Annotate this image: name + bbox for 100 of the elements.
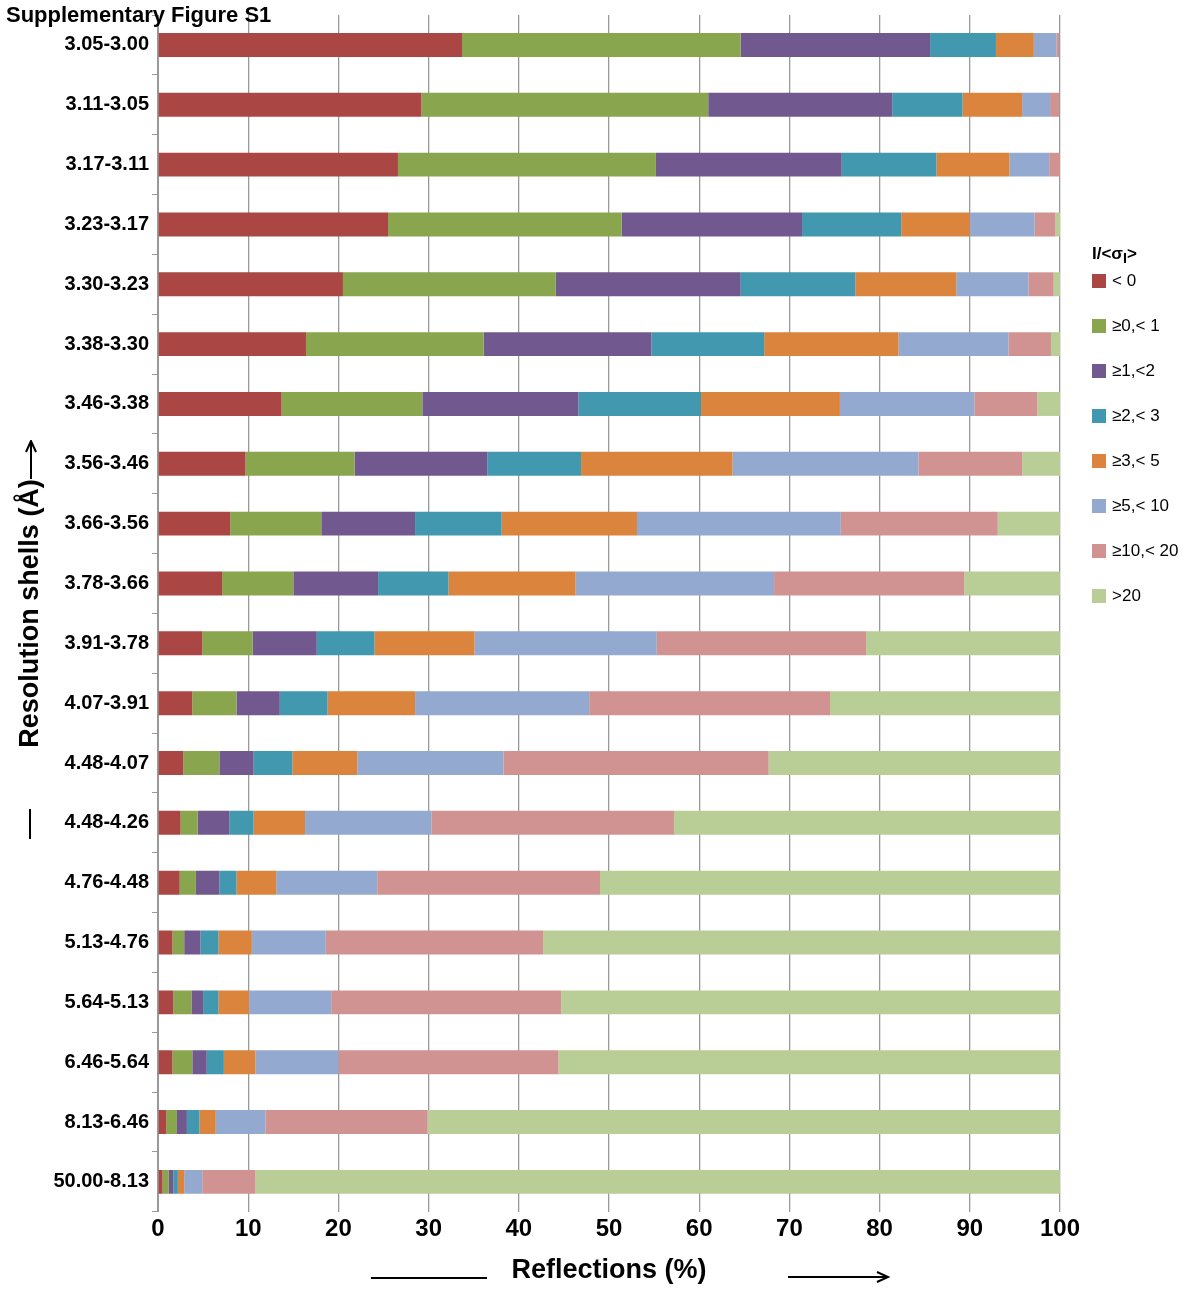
bar bbox=[219, 751, 254, 775]
bar bbox=[543, 930, 1060, 955]
bar bbox=[354, 451, 488, 476]
bar bbox=[415, 691, 590, 716]
legend-label: ≥1,<2 bbox=[1112, 360, 1155, 381]
bar bbox=[561, 990, 1060, 1015]
bar bbox=[158, 451, 246, 476]
bar bbox=[316, 631, 375, 656]
bar bbox=[581, 451, 733, 476]
bar bbox=[636, 511, 841, 536]
y-tick-label: 3.78-3.66 bbox=[64, 571, 150, 593]
bar bbox=[158, 870, 180, 895]
bar bbox=[215, 1110, 266, 1135]
bar bbox=[898, 332, 1009, 357]
bar bbox=[764, 332, 899, 357]
bar bbox=[974, 391, 1038, 416]
bar bbox=[158, 511, 231, 536]
y-tick-label: 3.56-3.46 bbox=[64, 451, 150, 474]
bar bbox=[327, 691, 416, 716]
bar bbox=[158, 1169, 163, 1194]
bar bbox=[855, 272, 957, 297]
bar bbox=[962, 92, 1023, 117]
bar bbox=[930, 32, 996, 57]
bar bbox=[180, 810, 198, 835]
x-tick-label: 90 bbox=[956, 1213, 984, 1241]
bar bbox=[462, 32, 741, 57]
bar bbox=[218, 930, 252, 955]
bar bbox=[158, 152, 398, 177]
bar bbox=[252, 631, 317, 656]
bar bbox=[236, 870, 277, 895]
bar bbox=[1053, 272, 1060, 297]
bar bbox=[183, 751, 220, 775]
bar bbox=[487, 451, 582, 476]
bar bbox=[158, 272, 343, 297]
bar bbox=[956, 272, 1029, 297]
bar bbox=[203, 990, 219, 1015]
bar bbox=[158, 930, 173, 955]
x-tick-label: 20 bbox=[325, 1213, 352, 1241]
bar bbox=[172, 1050, 193, 1075]
bar bbox=[866, 631, 1060, 656]
bar bbox=[265, 1110, 428, 1135]
bar bbox=[191, 990, 204, 1015]
bar bbox=[655, 152, 842, 177]
y-tick-label: 4.07-3.91 bbox=[64, 690, 150, 713]
x-tick-label: 40 bbox=[505, 1213, 533, 1241]
bar bbox=[558, 1050, 1060, 1075]
bar bbox=[197, 810, 230, 835]
bar bbox=[158, 990, 174, 1015]
bar bbox=[503, 751, 769, 775]
bar bbox=[673, 810, 1060, 835]
bar bbox=[377, 870, 600, 895]
bar bbox=[321, 511, 416, 536]
bar bbox=[293, 571, 379, 596]
y-tick-label: 3.23-3.17 bbox=[64, 211, 150, 234]
bar bbox=[206, 1050, 224, 1075]
bar bbox=[555, 272, 741, 297]
bar bbox=[342, 272, 556, 297]
bar bbox=[1022, 92, 1051, 117]
y-tick-label: 4.48-4.07 bbox=[64, 750, 150, 773]
bar bbox=[840, 511, 998, 536]
bar bbox=[651, 332, 765, 357]
bar bbox=[219, 870, 237, 895]
bar bbox=[179, 870, 196, 895]
legend-label: ≥10,< 20 bbox=[1112, 540, 1179, 561]
x-tick-label: 0 bbox=[151, 1213, 165, 1241]
x-tick-label: 80 bbox=[866, 1213, 893, 1241]
legend-label: ≥2,< 3 bbox=[1112, 405, 1160, 426]
bar bbox=[158, 1050, 173, 1075]
bar bbox=[158, 391, 282, 416]
bar bbox=[1056, 32, 1060, 57]
bar bbox=[839, 391, 975, 416]
bar bbox=[708, 92, 893, 117]
bar bbox=[357, 751, 504, 775]
y-tick-label: 3.46-3.38 bbox=[64, 391, 150, 414]
bar bbox=[892, 92, 963, 117]
bar bbox=[229, 810, 254, 835]
legend-label: ≥3,< 5 bbox=[1112, 450, 1160, 471]
bar bbox=[281, 391, 423, 416]
bar bbox=[158, 92, 422, 117]
bar bbox=[397, 152, 656, 177]
legend-label: >20 bbox=[1112, 585, 1141, 606]
bar bbox=[184, 930, 201, 955]
bar bbox=[253, 751, 293, 775]
bar bbox=[218, 990, 250, 1015]
bar bbox=[331, 990, 562, 1015]
bar bbox=[1033, 32, 1057, 57]
bar bbox=[325, 930, 544, 955]
bar bbox=[918, 451, 1023, 476]
bar bbox=[186, 1110, 200, 1135]
bar bbox=[279, 691, 328, 716]
bar bbox=[1050, 332, 1060, 357]
bar bbox=[245, 451, 355, 476]
bar bbox=[236, 691, 280, 716]
y-tick-label: 3.30-3.23 bbox=[64, 271, 150, 294]
bar bbox=[964, 571, 1060, 596]
y-tick-label: 4.76-4.48 bbox=[64, 870, 150, 893]
bar bbox=[431, 810, 674, 835]
bar bbox=[199, 1110, 216, 1135]
y-tick-label: 50.00-8.13 bbox=[53, 1169, 150, 1192]
bar bbox=[249, 990, 332, 1015]
